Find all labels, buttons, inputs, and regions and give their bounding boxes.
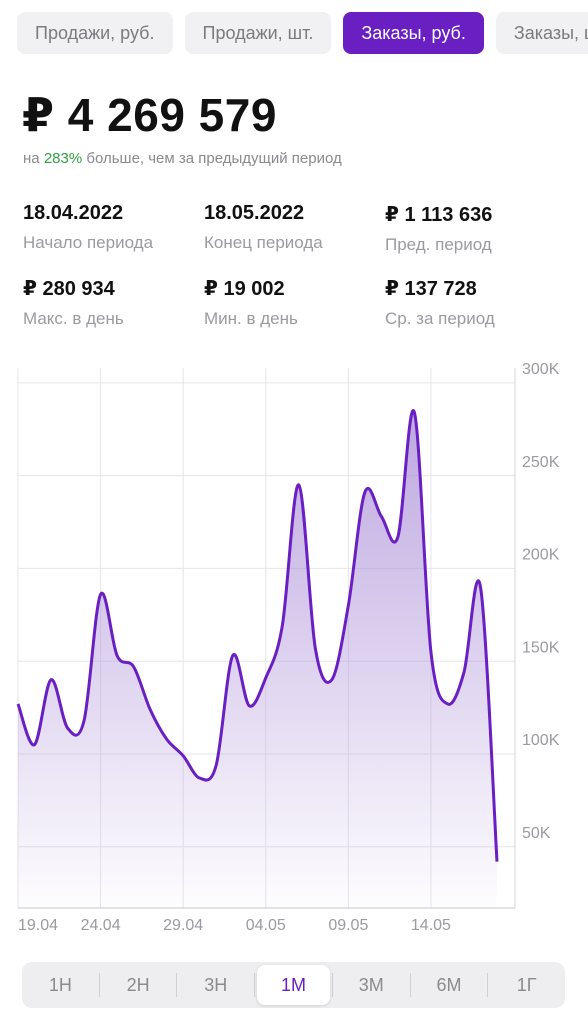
stat: ₽ 19 002 Мин. в день	[204, 276, 384, 329]
y-tick-label: 250K	[522, 454, 560, 471]
x-tick-label: 24.04	[81, 917, 121, 934]
stat-value: ₽ 137 728	[385, 278, 477, 300]
stat-value: ₽ 280 934	[23, 278, 115, 300]
stat-label: Ср. за период	[385, 309, 495, 328]
area-fill	[18, 410, 497, 908]
stat: ₽ 137 728 Ср. за период	[385, 276, 565, 329]
comparison-percent: 283%	[43, 150, 83, 167]
range-button[interactable]: 1Г	[516, 975, 537, 995]
range-button[interactable]: 3М	[358, 975, 384, 995]
tab[interactable]: Продажи, руб.	[17, 12, 173, 54]
stat: ₽ 280 934 Макс. в день	[23, 276, 203, 329]
x-tick-label: 19.04	[18, 917, 58, 934]
stat: 18.04.2022 Начало периода	[23, 202, 203, 253]
total-value: ₽ 4 269 579	[22, 89, 277, 141]
stat-label: Мин. в день	[204, 309, 298, 328]
comparison: на 283% больше, чем за предыдущий период	[23, 150, 342, 167]
tab[interactable]: Продажи, шт.	[184, 12, 332, 54]
x-tick-label: 09.05	[328, 917, 368, 934]
range-button[interactable]: 6М	[436, 975, 462, 995]
range-button[interactable]: 1М	[257, 965, 330, 1005]
y-tick-label: 150K	[522, 639, 560, 656]
tab[interactable]: Заказы, руб.	[343, 12, 484, 54]
line	[16, 409, 499, 862]
y-tick-label: 100K	[522, 732, 560, 749]
comparison-prefix: на	[23, 150, 40, 167]
separator	[487, 973, 489, 997]
separator	[254, 973, 256, 997]
separator	[176, 973, 178, 997]
tab-bar: Продажи, руб. Продажи, шт. Заказы, руб. Зак…	[17, 12, 588, 54]
range-button[interactable]: 3Н	[204, 975, 228, 995]
separator	[98, 973, 100, 997]
stat: ₽ 1 113 636 Пред. период	[385, 202, 565, 255]
range-button[interactable]: 2Н	[126, 975, 150, 995]
y-tick-label: 300K	[522, 361, 560, 378]
y-tick-label: 50K	[522, 825, 551, 842]
range-button[interactable]: 1Н	[48, 975, 72, 995]
stat-label: Начало периода	[23, 233, 154, 252]
stat-label: Пред. период	[385, 235, 492, 254]
x-tick-label: 04.05	[246, 917, 286, 934]
tab[interactable]: Заказы, шт.	[495, 12, 588, 54]
separator	[409, 973, 411, 997]
range-selector: 1Н 2Н 3Н 1М 3М 6М 1Г	[22, 962, 565, 1008]
x-tick-label: 29.04	[163, 917, 203, 934]
stat-value: ₽ 19 002	[204, 278, 285, 300]
stat: 18.05.2022 Конец периода	[204, 202, 384, 253]
stat-value: 18.04.2022	[23, 202, 124, 224]
stat-value: 18.05.2022	[204, 202, 305, 224]
stat-label: Конец периода	[204, 233, 323, 252]
stat-value: ₽ 1 113 636	[385, 204, 493, 226]
chart: 19.04 24.04 29.04 04.05 09.05 14.05 50K 100K 150…	[16, 361, 560, 934]
separator	[331, 973, 333, 997]
y-tick-label: 200K	[522, 547, 560, 564]
comparison-suffix: больше, чем за предыдущий период	[86, 150, 342, 167]
stat-label: Макс. в день	[23, 309, 124, 328]
x-tick-label: 14.05	[411, 917, 451, 934]
